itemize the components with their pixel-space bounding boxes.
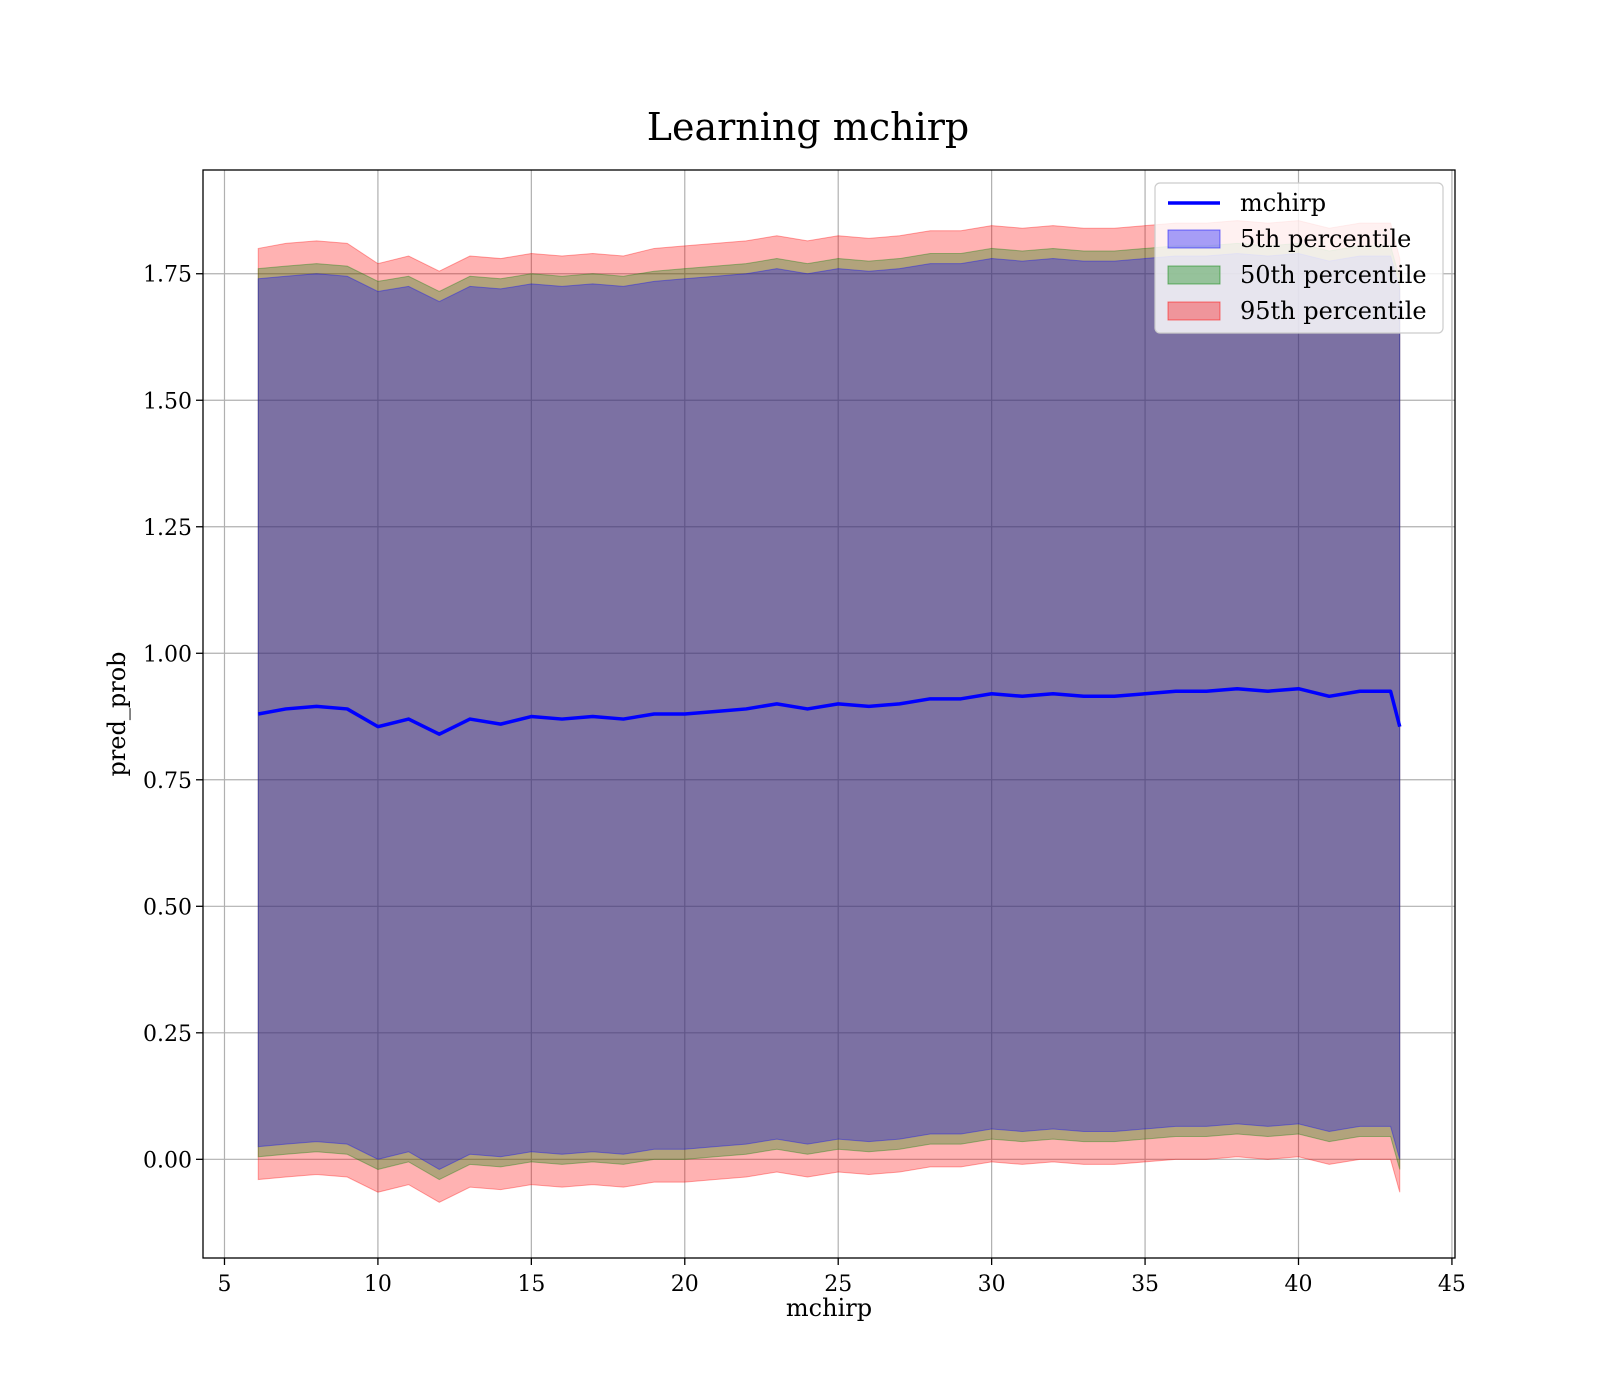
legend-label: 5th percentile — [1240, 225, 1411, 253]
y-tick-label: 1.75 — [143, 263, 192, 288]
y-tick-label: 1.50 — [143, 389, 192, 414]
legend-label: 95th percentile — [1240, 297, 1427, 325]
x-tick-label: 45 — [1438, 1272, 1466, 1297]
x-axis-label: mchirp — [786, 1294, 872, 1322]
y-tick-label: 1.00 — [143, 642, 192, 667]
line-mchirp — [257, 686, 1402, 736]
x-tick-label: 35 — [1131, 1272, 1159, 1297]
plot-frame — [202, 169, 1456, 1259]
ticks-layer: 5 10 15 20 25 30 35 40 45 0.00 0.25 0.50 0.75 1.00 1.2… — [143, 263, 1466, 1297]
band-95th-percentile — [257, 220, 1401, 1203]
legend-swatch — [1167, 229, 1221, 249]
x-tick-label: 40 — [1285, 1272, 1313, 1297]
x-tick-label: 30 — [978, 1272, 1006, 1297]
band-50th-percentile — [257, 242, 1401, 1181]
y-axis-label: pred_prob — [103, 651, 131, 776]
legend-items: mchirp 5th percentile 50th percentile 95th … — [1167, 189, 1427, 325]
x-tick-label: 20 — [671, 1272, 699, 1297]
legend-frame — [1154, 182, 1444, 334]
bands-layer — [257, 220, 1401, 1203]
grid-layer — [203, 170, 1455, 1258]
y-tick-label: 0.00 — [143, 1148, 192, 1173]
legend-swatch — [1167, 265, 1221, 285]
x-tick-label: 15 — [517, 1272, 545, 1297]
legend-label: mchirp — [1240, 189, 1326, 217]
lines-layer — [257, 686, 1402, 736]
y-tick-label: 0.50 — [143, 895, 192, 920]
x-tick-label: 5 — [217, 1272, 231, 1297]
x-tick-label: 10 — [364, 1272, 392, 1297]
y-tick-label: 0.75 — [143, 769, 192, 794]
y-tick-label: 1.25 — [143, 516, 192, 541]
y-tick-label: 0.25 — [143, 1022, 192, 1047]
x-tick-label: 25 — [824, 1272, 852, 1297]
chart-title: Learning mchirp — [647, 105, 969, 149]
legend-label: 50th percentile — [1240, 261, 1427, 289]
legend-swatch — [1167, 301, 1221, 321]
legend: mchirp 5th percentile 50th percentile 95th … — [1154, 182, 1444, 334]
band-5th-percentile — [257, 252, 1401, 1171]
